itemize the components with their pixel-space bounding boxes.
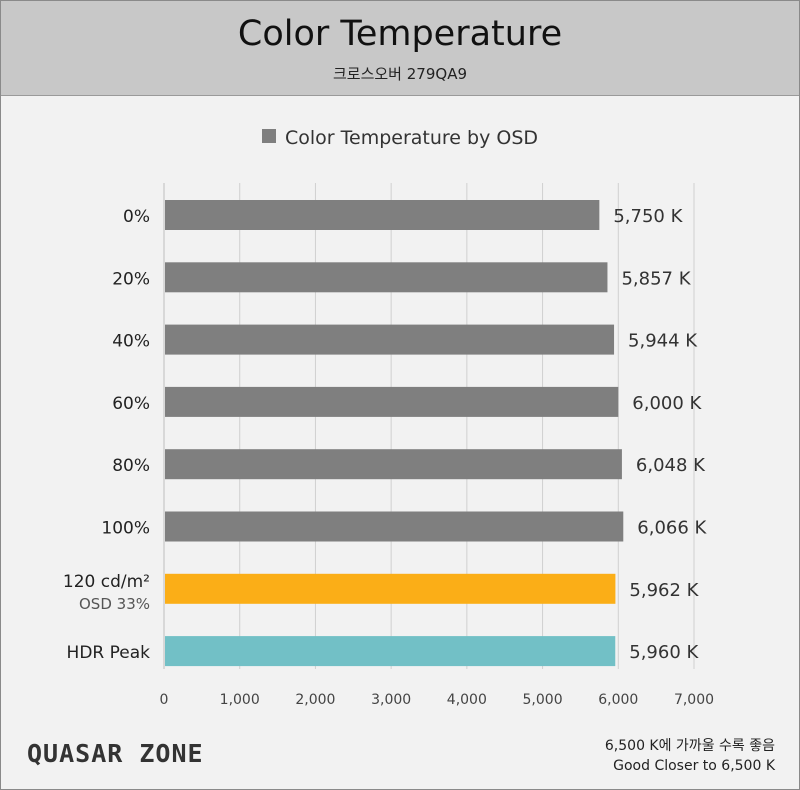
x-tick-label: 1,000 (220, 692, 260, 708)
category-label: HDR Peak (67, 643, 151, 663)
category-label: 40% (112, 332, 150, 352)
chart-legend: Color Temperature by OSD (1, 127, 799, 149)
value-label: 5,960 K (629, 642, 699, 663)
x-tick-label: 7,000 (674, 692, 714, 708)
value-label: 5,750 K (613, 206, 683, 227)
value-label: 5,944 K (628, 331, 698, 352)
value-label: 5,962 K (629, 580, 699, 601)
chart-title: Color Temperature (237, 14, 563, 54)
bar (165, 262, 608, 293)
bar (165, 449, 622, 480)
value-label: 6,066 K (637, 518, 707, 539)
bar (165, 386, 619, 417)
x-tick-label: 3,000 (371, 692, 411, 708)
category-sublabel: OSD 33% (79, 595, 150, 613)
x-tick-label: 0 (160, 692, 169, 708)
x-tick-label: 6,000 (598, 692, 638, 708)
value-label: 6,000 K (632, 393, 702, 414)
category-label: 80% (112, 456, 150, 476)
bar (165, 200, 600, 230)
footnote-ko: 6,500 K에 가까울 수록 좋음 (604, 738, 775, 754)
x-tick-label: 2,000 (295, 692, 335, 708)
quasarzone-logo: QUASAR ZONE (27, 739, 204, 768)
legend-swatch (261, 129, 276, 143)
chart-header: Color Temperature 크로스오버 279QA9 (1, 1, 799, 96)
bar (165, 636, 616, 667)
category-label: 60% (112, 394, 150, 414)
category-label: 0% (123, 207, 150, 227)
x-tick-label: 5,000 (523, 692, 563, 708)
footnote: 6,500 K에 가까울 수록 좋음 Good Closer to 6,500 … (605, 736, 775, 776)
value-label: 5,857 K (621, 268, 691, 289)
legend-label: Color Temperature by OSD (284, 127, 539, 149)
x-tick-label: 4,000 (447, 692, 487, 708)
category-label: 120 cd/m² (63, 572, 150, 592)
value-label: 6,048 K (636, 455, 706, 476)
category-label: 100% (101, 519, 150, 539)
bar (165, 511, 624, 542)
bar (165, 324, 615, 355)
category-label: 20% (112, 269, 150, 289)
chart-subtitle: 크로스오버 279QA9 (332, 65, 467, 83)
footnote-en: Good Closer to 6,500 K (613, 758, 775, 774)
bar (165, 573, 616, 604)
